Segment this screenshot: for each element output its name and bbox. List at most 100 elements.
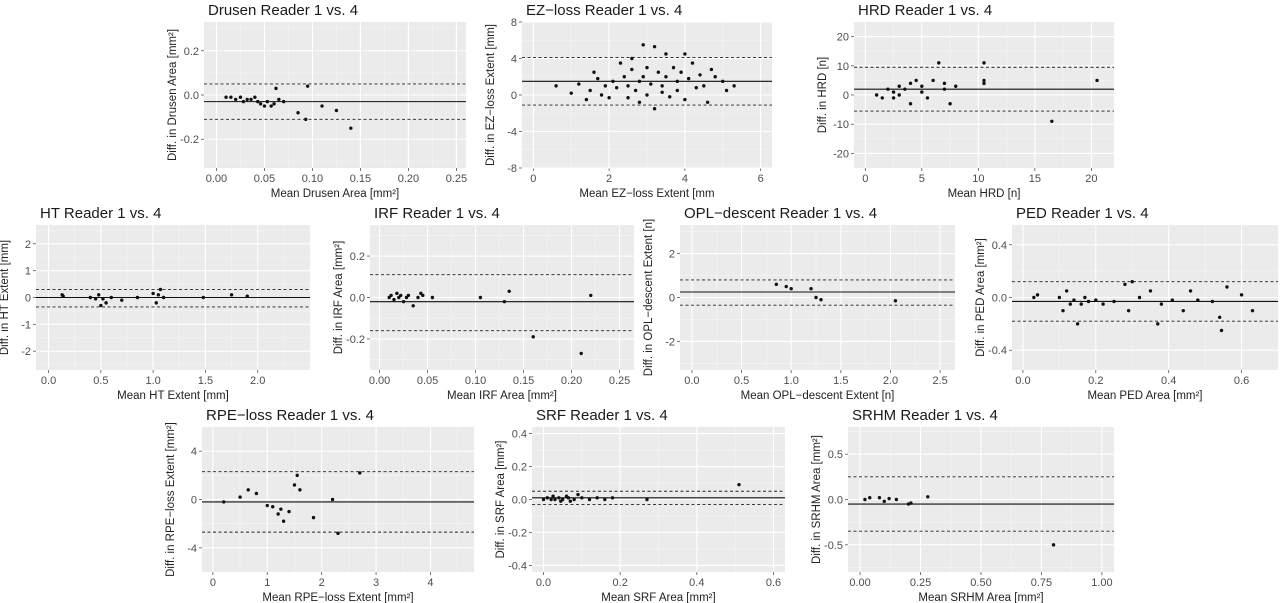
data-point bbox=[660, 90, 664, 94]
data-point bbox=[610, 496, 615, 500]
y-tick-label: 0 bbox=[191, 495, 197, 507]
data-point bbox=[909, 501, 913, 505]
x-tick-label: 0.20 bbox=[561, 375, 582, 387]
data-point bbox=[389, 293, 393, 298]
data-point bbox=[1188, 289, 1193, 293]
data-point bbox=[887, 496, 891, 501]
data-point bbox=[584, 97, 589, 102]
data-point bbox=[156, 293, 161, 297]
data-point bbox=[572, 497, 576, 502]
x-axis-label: Mean SRF Area [mm²] bbox=[601, 592, 715, 603]
y-axis-label: Diff. in Drusen Area [mm²] bbox=[167, 29, 179, 161]
data-point bbox=[686, 76, 691, 81]
panel-2: 0 2 4 6 -8 -4 0 4 8 EZ−loss Reader 1 vs. 4 Mean EZ… bbox=[485, 2, 772, 200]
data-point bbox=[272, 102, 276, 106]
data-point bbox=[607, 96, 611, 100]
data-point bbox=[97, 293, 101, 297]
x-tick-label: 1.5 bbox=[833, 375, 848, 387]
x-axis-label: Mean RPE−loss Extent [mm²] bbox=[262, 592, 413, 603]
x-tick-label: 0 bbox=[862, 173, 868, 185]
panel-title: OPL−descent Reader 1 vs. 4 bbox=[684, 205, 877, 222]
y-axis-label: Diff. in PED Area [mm²] bbox=[975, 238, 987, 357]
data-point bbox=[295, 473, 299, 478]
data-point bbox=[1057, 295, 1062, 300]
data-point bbox=[592, 70, 596, 74]
data-point bbox=[908, 81, 913, 86]
data-point bbox=[1050, 119, 1054, 123]
data-point bbox=[1181, 308, 1185, 313]
y-tick-label: 4 bbox=[511, 54, 517, 66]
x-tick-label: 0.10 bbox=[302, 173, 323, 185]
data-point bbox=[541, 497, 546, 502]
data-point bbox=[93, 297, 98, 301]
data-point bbox=[702, 84, 706, 88]
data-point bbox=[603, 84, 608, 88]
panel-9: 0.0 0.2 0.4 0.6 -0.4 -0.2 0.0 0.2 0.4 SRF Reader … bbox=[495, 407, 785, 603]
y-axis-label: Diff. in OPL−descent Extent [n] bbox=[643, 219, 655, 376]
x-tick-label: 0.05 bbox=[254, 173, 275, 185]
data-point bbox=[903, 87, 907, 91]
data-point bbox=[258, 102, 263, 106]
data-point bbox=[894, 497, 899, 502]
data-point bbox=[1217, 315, 1222, 319]
data-point bbox=[982, 81, 986, 86]
data-point bbox=[1239, 293, 1244, 297]
data-point bbox=[877, 495, 882, 500]
data-point bbox=[645, 93, 649, 97]
y-tick-label: 8 bbox=[511, 17, 517, 29]
x-tick-label: 3 bbox=[373, 577, 379, 589]
data-point bbox=[330, 497, 335, 502]
data-point bbox=[652, 44, 657, 49]
x-tick-label: 0.15 bbox=[350, 173, 371, 185]
x-tick-label: 0.4 bbox=[1161, 375, 1176, 387]
data-point bbox=[914, 78, 918, 83]
y-tick-label: 0.0 bbox=[184, 90, 199, 102]
data-point bbox=[304, 117, 308, 122]
y-axis-label: Diff. in SRHM Area [mm²] bbox=[811, 435, 823, 564]
y-tick-label: 0 bbox=[25, 293, 31, 305]
y-tick-label: 2 bbox=[669, 249, 675, 261]
x-tick-label: 0.0 bbox=[41, 375, 56, 387]
data-point bbox=[135, 295, 140, 300]
data-point bbox=[158, 287, 163, 292]
data-point bbox=[1101, 302, 1105, 306]
x-tick-label: 2.0 bbox=[250, 375, 265, 387]
data-point bbox=[256, 99, 260, 104]
panel-8: 0 1 2 3 4 -4 0 4 RPE−loss Reader 1 vs. 4 Mean RPE… bbox=[165, 407, 474, 603]
data-point bbox=[645, 497, 649, 502]
data-point bbox=[1095, 78, 1099, 83]
data-point bbox=[614, 86, 619, 90]
data-point bbox=[120, 298, 124, 302]
x-tick-label: 0.6 bbox=[766, 577, 781, 589]
data-point bbox=[622, 75, 626, 79]
data-point bbox=[641, 75, 645, 79]
x-axis-label: Mean HRD [n] bbox=[948, 188, 1021, 200]
data-point bbox=[334, 108, 339, 113]
x-tick-label: 1.0 bbox=[784, 375, 799, 387]
data-point bbox=[292, 483, 297, 487]
data-point bbox=[664, 75, 668, 79]
data-point bbox=[311, 515, 316, 520]
data-point bbox=[897, 84, 901, 88]
y-tick-label: -0.4 bbox=[508, 560, 527, 572]
data-point bbox=[399, 293, 403, 298]
data-point bbox=[675, 88, 680, 93]
data-point bbox=[1170, 298, 1175, 302]
data-point bbox=[551, 494, 555, 498]
data-point bbox=[637, 79, 642, 84]
data-point bbox=[603, 497, 607, 502]
data-point bbox=[507, 289, 511, 293]
data-point bbox=[920, 90, 924, 94]
x-tick-label: 4 bbox=[682, 173, 688, 185]
panel-title: SRF Reader 1 vs. 4 bbox=[536, 407, 668, 424]
x-tick-label: 0.00 bbox=[369, 375, 390, 387]
data-point bbox=[545, 496, 550, 500]
panel-title: EZ−loss Reader 1 vs. 4 bbox=[526, 2, 682, 19]
y-tick-label: 0.4 bbox=[992, 240, 1007, 252]
x-tick-label: 0.5 bbox=[93, 375, 108, 387]
x-tick-label: 1.5 bbox=[198, 375, 213, 387]
data-point bbox=[238, 495, 242, 499]
y-tick-label: 0.2 bbox=[350, 251, 365, 263]
x-tick-label: 0 bbox=[210, 577, 216, 589]
panel-4: 0.0 0.5 1.0 1.5 2.0 -2 -1 0 1 2 HT Reader 1 vs. 4 M… bbox=[0, 205, 310, 402]
